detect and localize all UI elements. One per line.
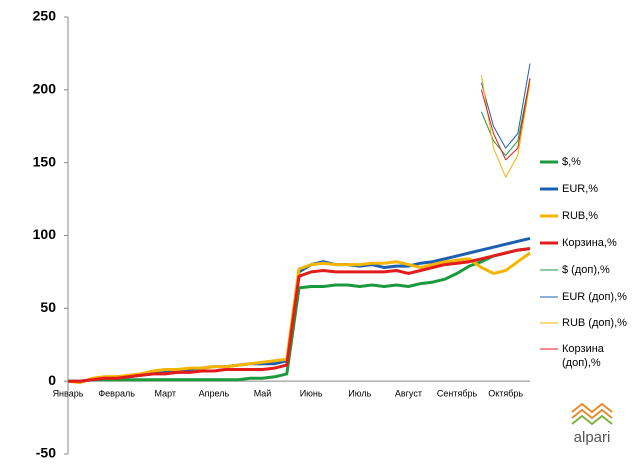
x-tick-label: Май: [254, 389, 272, 399]
series-line: [67, 251, 531, 385]
legend-label: RUB,%: [562, 210, 599, 222]
series-line: [480, 75, 531, 178]
x-tick-label: Март: [154, 389, 176, 399]
logo-icon: [571, 402, 613, 426]
legend-label: EUR (доп),%: [562, 291, 627, 303]
y-tick-label: 200: [33, 81, 57, 97]
y-tick-label: 250: [33, 8, 57, 24]
y-tick-label: 100: [33, 226, 57, 242]
series-line: [480, 63, 531, 149]
logo-text: alpari: [574, 429, 611, 446]
x-tick-label: Октябрь: [488, 389, 523, 399]
y-tick-label: 150: [33, 153, 57, 169]
legend-label: RUB (доп),%: [562, 317, 627, 329]
y-tick-label: 0: [48, 372, 56, 388]
series-line: [480, 78, 531, 161]
y-tick-label: -50: [36, 445, 56, 461]
x-tick-label: Июль: [348, 389, 371, 399]
legend-label: Корзина (доп),%: [562, 343, 604, 369]
x-tick-label: Август: [395, 389, 422, 399]
x-tick-label: Сентябрь: [437, 389, 478, 399]
legend-label: Корзина,%: [562, 237, 617, 249]
x-tick-label: Июнь: [300, 389, 323, 399]
x-tick-label: Январь: [53, 389, 84, 399]
series-line: [68, 247, 531, 383]
series-line: [68, 247, 531, 383]
legend-label: $,%: [562, 156, 581, 168]
legend-label: $ (доп),%: [562, 264, 610, 276]
x-tick-label: Апрель: [199, 389, 230, 399]
y-tick-label: 50: [40, 299, 56, 315]
x-tick-label: Февраль: [98, 389, 135, 399]
legend-label: EUR,%: [562, 183, 599, 195]
series-line: [480, 78, 531, 156]
